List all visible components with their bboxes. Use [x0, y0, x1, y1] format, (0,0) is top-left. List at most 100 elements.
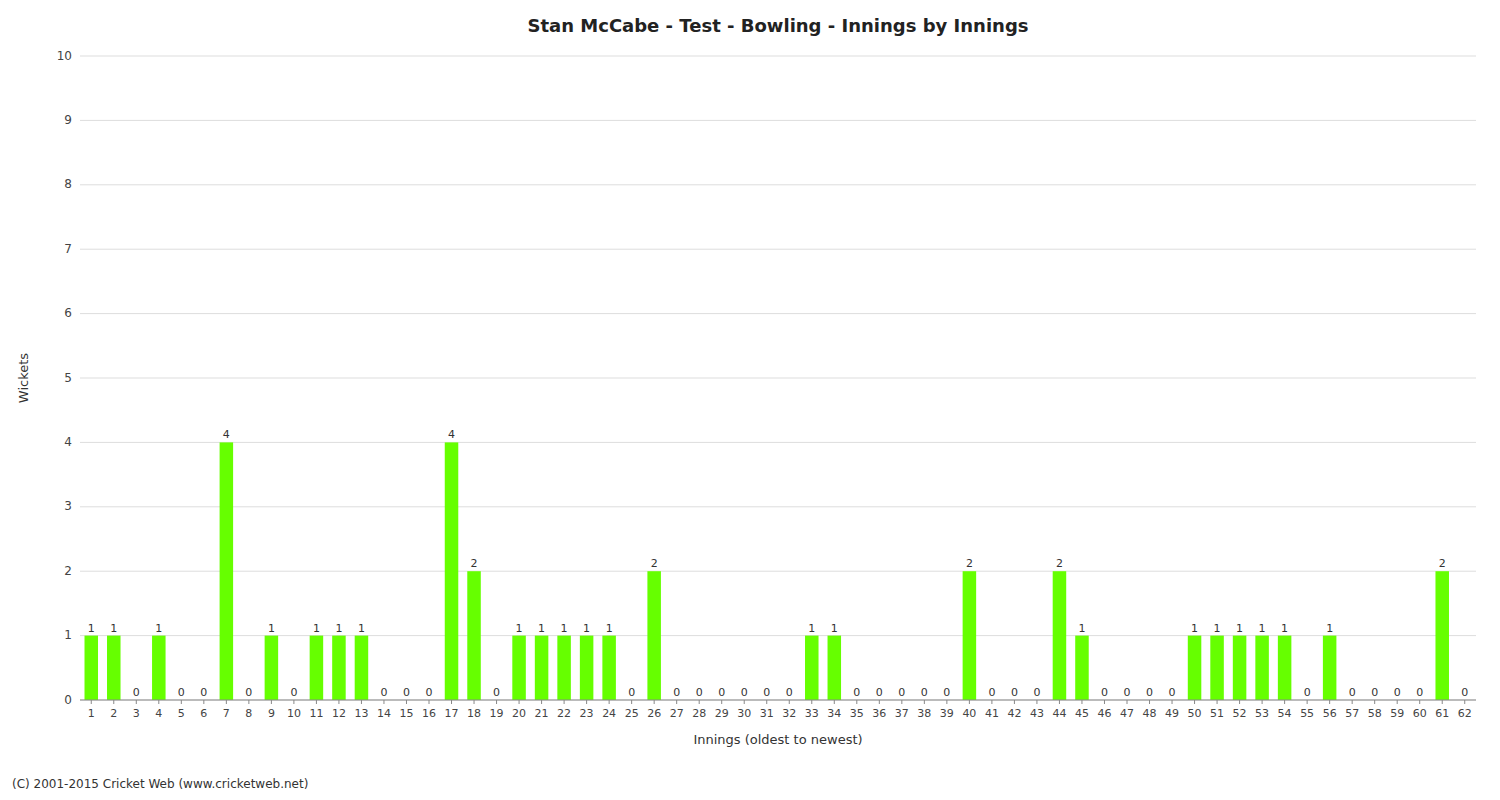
data-label: 1: [831, 622, 838, 635]
x-tick-label: 27: [670, 707, 684, 720]
x-tick-label: 16: [422, 707, 436, 720]
data-label: 1: [155, 622, 162, 635]
x-tick: [338, 700, 339, 704]
x-tick-label: 29: [715, 707, 729, 720]
x-tick-label: 28: [692, 707, 706, 720]
data-label: 0: [1169, 686, 1176, 699]
data-label: 0: [1394, 686, 1401, 699]
bar: [828, 636, 842, 700]
x-tick-label: 15: [399, 707, 413, 720]
x-tick-label: 5: [178, 707, 185, 720]
x-tick: [856, 700, 857, 704]
data-label: 0: [741, 686, 748, 699]
x-tick-label: 26: [647, 707, 661, 720]
data-label: 0: [1461, 686, 1468, 699]
x-tick-label: 20: [512, 707, 526, 720]
x-tick: [1217, 700, 1218, 704]
data-label: 0: [1349, 686, 1356, 699]
grid-line: [80, 313, 1476, 314]
x-tick-label: 48: [1143, 707, 1157, 720]
data-label: 0: [853, 686, 860, 699]
x-tick-label: 4: [155, 707, 162, 720]
data-label: 0: [628, 686, 635, 699]
x-tick: [1464, 700, 1465, 704]
x-tick-label: 25: [625, 707, 639, 720]
bar: [1255, 636, 1269, 700]
data-label: 4: [223, 428, 230, 441]
data-label: 1: [313, 622, 320, 635]
data-label: 0: [178, 686, 185, 699]
data-label: 2: [651, 557, 658, 570]
data-label: 0: [1304, 686, 1311, 699]
x-tick: [879, 700, 880, 704]
x-tick-label: 2: [110, 707, 117, 720]
x-tick: [834, 700, 835, 704]
x-tick-label: 31: [760, 707, 774, 720]
x-tick: [383, 700, 384, 704]
y-axis-label: Wickets: [16, 353, 31, 403]
x-tick-label: 52: [1233, 707, 1247, 720]
x-tick-label: 51: [1210, 707, 1224, 720]
x-tick-label: 62: [1458, 707, 1472, 720]
x-tick-label: 1: [88, 707, 95, 720]
x-tick-label: 47: [1120, 707, 1134, 720]
data-label: 0: [426, 686, 433, 699]
x-tick: [901, 700, 902, 704]
x-tick-label: 38: [917, 707, 931, 720]
page: {"chart_data": {"type": "bar", "title": …: [0, 0, 1500, 800]
grid-line: [80, 571, 1476, 572]
x-tick: [586, 700, 587, 704]
data-label: 4: [448, 428, 455, 441]
x-tick: [316, 700, 317, 704]
grid-line: [80, 700, 1476, 701]
data-label: 0: [493, 686, 500, 699]
bar: [1210, 636, 1224, 700]
bar: [85, 636, 99, 700]
x-tick-label: 21: [535, 707, 549, 720]
x-tick-label: 7: [223, 707, 230, 720]
x-tick-label: 46: [1097, 707, 1111, 720]
bar: [647, 571, 661, 700]
y-tick-label: 4: [64, 435, 72, 449]
x-tick: [1172, 700, 1173, 704]
x-tick: [1262, 700, 1263, 704]
x-tick-label: 41: [985, 707, 999, 720]
x-tick-label: 37: [895, 707, 909, 720]
x-tick-label: 22: [557, 707, 571, 720]
data-label: 1: [538, 622, 545, 635]
title: Stan McCabe - Test - Bowling - Innings b…: [528, 15, 1029, 36]
x-tick: [789, 700, 790, 704]
x-tick-label: 44: [1052, 707, 1066, 720]
x-tick-label: 23: [580, 707, 594, 720]
x-tick: [609, 700, 610, 704]
data-label: 0: [1371, 686, 1378, 699]
x-tick-label: 50: [1188, 707, 1202, 720]
bar: [265, 636, 279, 700]
x-tick-label: 45: [1075, 707, 1089, 720]
data-label: 1: [1191, 622, 1198, 635]
x-tick-label: 49: [1165, 707, 1179, 720]
x-axis-label: Innings (oldest to newest): [693, 732, 862, 747]
data-label: 0: [1101, 686, 1108, 699]
y-tick-label: 1: [64, 628, 72, 642]
data-label: 0: [1011, 686, 1018, 699]
x-tick-label: 12: [332, 707, 346, 720]
grid-line: [80, 378, 1476, 379]
x-tick: [969, 700, 970, 704]
x-tick: [1352, 700, 1353, 704]
bar: [107, 636, 121, 700]
x-tick-label: 32: [782, 707, 796, 720]
bar: [220, 442, 234, 700]
grid-line: [80, 184, 1476, 185]
x-tick: [1239, 700, 1240, 704]
x-tick-label: 39: [940, 707, 954, 720]
data-label: 0: [921, 686, 928, 699]
data-label: 0: [943, 686, 950, 699]
bar: [310, 636, 324, 700]
grid-line: [80, 249, 1476, 250]
data-label: 0: [1416, 686, 1423, 699]
data-label: 1: [335, 622, 342, 635]
data-label: 1: [358, 622, 365, 635]
data-label: 0: [876, 686, 883, 699]
data-label: 0: [696, 686, 703, 699]
